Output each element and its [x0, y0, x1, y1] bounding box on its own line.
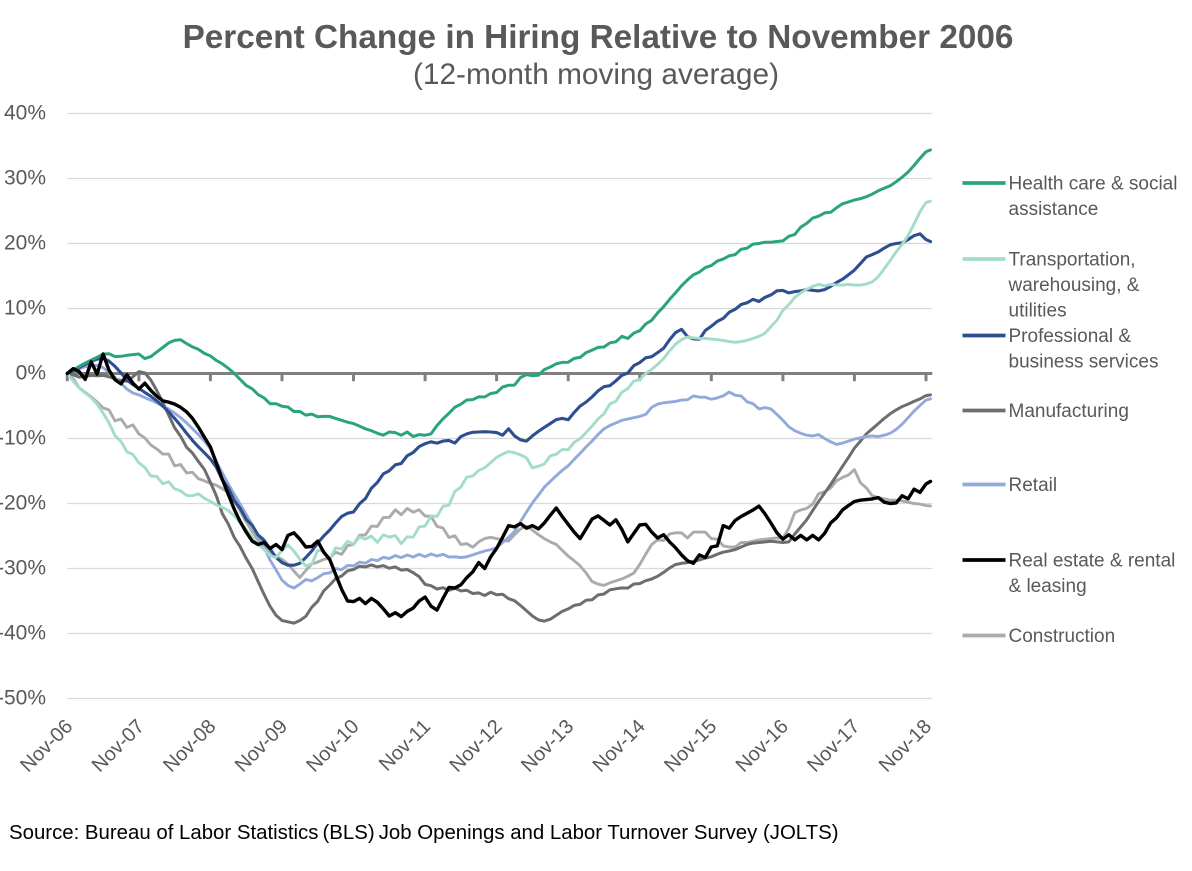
svg-text:-10%: -10% — [0, 427, 46, 450]
svg-text:Manufacturing: Manufacturing — [1009, 401, 1129, 422]
svg-text:10%: 10% — [4, 297, 46, 320]
svg-text:Real estate & rental: Real estate & rental — [1009, 551, 1176, 572]
svg-text:warehousing, &: warehousing, & — [1008, 275, 1140, 296]
svg-text:Retail: Retail — [1009, 475, 1058, 496]
svg-text:Construction: Construction — [1009, 626, 1116, 647]
svg-text:Source: Bureau of Labor Statis: Source: Bureau of Labor Statistics (BLS)… — [9, 822, 838, 844]
svg-text:Professional &: Professional & — [1009, 326, 1132, 347]
svg-text:0%: 0% — [16, 362, 46, 385]
svg-text:40%: 40% — [4, 102, 46, 125]
svg-text:& leasing: & leasing — [1009, 576, 1087, 597]
svg-text:Transportation,: Transportation, — [1009, 250, 1136, 271]
svg-text:utilities: utilities — [1009, 301, 1067, 322]
svg-text:-30%: -30% — [0, 557, 46, 580]
svg-text:30%: 30% — [4, 167, 46, 190]
svg-text:-20%: -20% — [0, 492, 46, 515]
svg-text:-40%: -40% — [0, 622, 46, 645]
svg-text:(12-month moving average): (12-month moving average) — [413, 58, 779, 91]
svg-text:20%: 20% — [4, 232, 46, 255]
svg-text:Health care & social: Health care & social — [1009, 174, 1178, 195]
svg-text:Percent Change in Hiring Relat: Percent Change in Hiring Relative to Nov… — [183, 19, 1014, 56]
svg-text:assistance: assistance — [1009, 199, 1099, 220]
svg-text:business services: business services — [1009, 352, 1159, 373]
svg-text:-50%: -50% — [0, 687, 46, 710]
